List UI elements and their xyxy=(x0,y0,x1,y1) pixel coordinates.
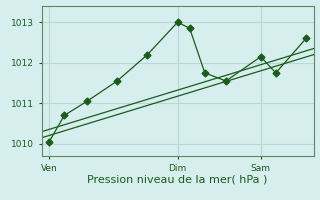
X-axis label: Pression niveau de la mer( hPa ): Pression niveau de la mer( hPa ) xyxy=(87,174,268,184)
